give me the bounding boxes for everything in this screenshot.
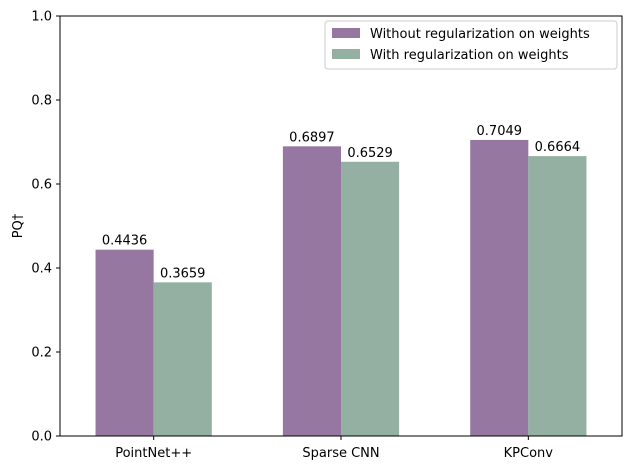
legend: Without regularization on weights With r… bbox=[324, 20, 618, 70]
x-axis: PointNet++ Sparse CNN KPConv bbox=[115, 436, 553, 461]
y-tick-label: 0.6 bbox=[31, 178, 52, 193]
y-tick-label: 0.0 bbox=[31, 430, 52, 445]
x-tick-label: PointNet++ bbox=[115, 446, 192, 461]
x-tick-label: Sparse CNN bbox=[302, 446, 379, 461]
legend-swatch-without bbox=[332, 28, 360, 38]
legend-swatch-with bbox=[332, 49, 360, 59]
bar bbox=[470, 139, 529, 436]
y-axis-title: PQ† bbox=[11, 213, 26, 238]
legend-label-with: With regularization on weights bbox=[370, 48, 569, 63]
bar bbox=[341, 161, 400, 437]
plot-area bbox=[59, 15, 623, 437]
bar-value-label: 0.7049 bbox=[477, 124, 523, 139]
bar bbox=[153, 282, 212, 436]
bar bbox=[95, 249, 154, 436]
bar-value-label: 0.6529 bbox=[347, 146, 393, 161]
legend-box bbox=[324, 20, 618, 70]
y-tick-label: 0.2 bbox=[31, 346, 52, 361]
y-tick-label: 0.4 bbox=[31, 262, 52, 277]
legend-label-without: Without regularization on weights bbox=[370, 27, 590, 42]
bar-value-label: 0.6897 bbox=[289, 130, 335, 145]
bar bbox=[282, 146, 341, 437]
bar bbox=[528, 156, 587, 436]
bar-value-label: 0.4436 bbox=[102, 234, 148, 249]
bar-value-label: 0.3659 bbox=[160, 266, 206, 281]
data-labels-group: 0.4436 0.3659 0.6897 0.6529 0.7049 0.6664 bbox=[102, 124, 580, 281]
x-tick-label: KPConv bbox=[504, 446, 554, 461]
bars-group bbox=[95, 139, 587, 437]
y-tick-label: 1.0 bbox=[31, 10, 52, 25]
y-axis: 0.0 0.2 0.4 0.6 0.8 1.0 bbox=[31, 10, 60, 445]
y-tick-label: 0.8 bbox=[31, 94, 52, 109]
bar-value-label: 0.6664 bbox=[535, 140, 581, 155]
